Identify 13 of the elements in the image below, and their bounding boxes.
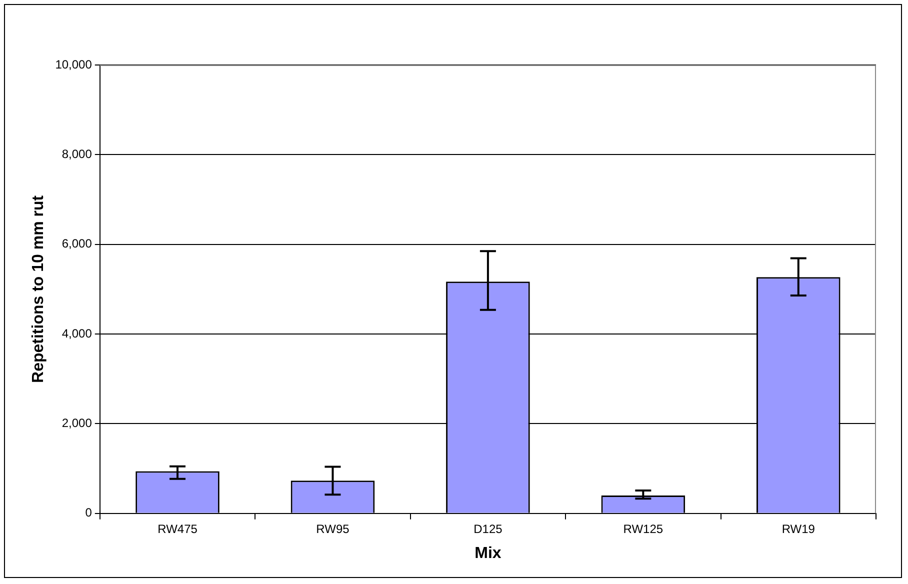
y-tick-label: 10,000 xyxy=(55,57,92,72)
x-tick-label: RW95 xyxy=(316,522,350,536)
y-tick-label: 0 xyxy=(85,506,92,520)
y-tick-label: 2,000 xyxy=(62,416,92,430)
x-axis-title: Mix xyxy=(474,544,502,562)
x-tick-label: RW19 xyxy=(782,522,816,536)
x-tick-label: RW475 xyxy=(158,522,198,536)
y-tick-label: 6,000 xyxy=(62,236,92,251)
y-tick-label: 8,000 xyxy=(62,146,92,161)
x-tick-label: D125 xyxy=(474,522,503,536)
y-axis-title: Repetitions to 10 mm rut xyxy=(30,194,48,383)
y-tick-label: 4,000 xyxy=(62,326,92,340)
x-tick-label: RW125 xyxy=(623,522,664,536)
